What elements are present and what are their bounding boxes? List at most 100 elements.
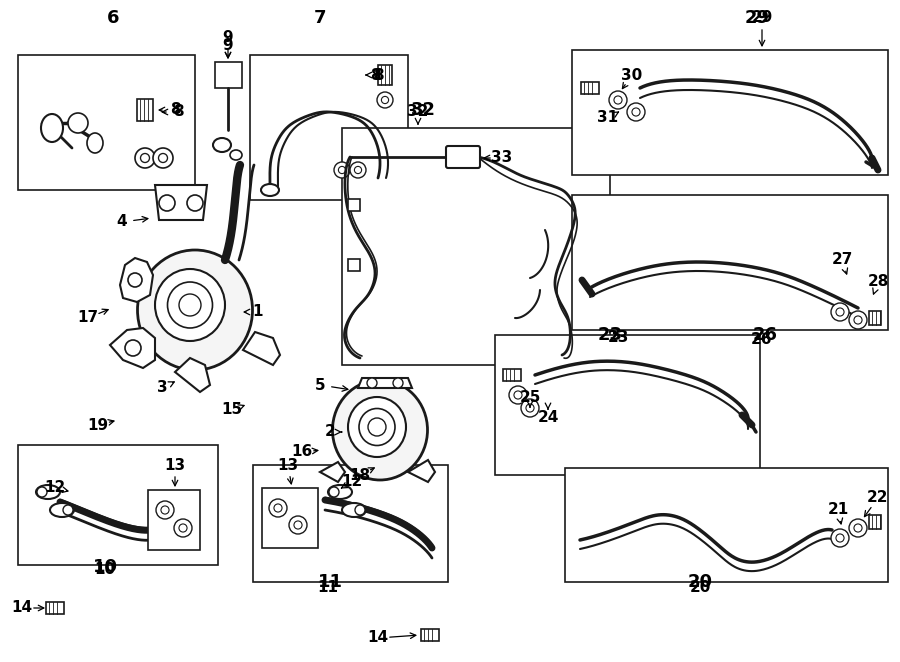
Bar (18, 445, 218, 565)
Circle shape (334, 162, 350, 178)
Bar (250, 55, 408, 200)
Text: 5: 5 (315, 377, 325, 393)
Circle shape (174, 519, 192, 537)
Text: 17: 17 (77, 310, 99, 326)
Text: 31: 31 (598, 111, 618, 126)
Text: 10: 10 (93, 558, 118, 576)
Text: 18: 18 (349, 467, 371, 483)
Bar (215, 62, 242, 88)
Circle shape (854, 524, 862, 532)
Circle shape (274, 504, 282, 512)
Ellipse shape (155, 269, 225, 341)
Circle shape (153, 148, 173, 168)
Text: 20: 20 (689, 581, 711, 596)
Circle shape (338, 166, 346, 173)
Circle shape (179, 524, 187, 532)
Bar (342, 128, 610, 365)
Ellipse shape (342, 503, 366, 517)
Circle shape (156, 501, 174, 519)
Bar (572, 195, 888, 330)
Text: 33: 33 (491, 150, 513, 166)
Polygon shape (243, 332, 280, 365)
Text: 11: 11 (318, 573, 343, 591)
Text: 4: 4 (117, 214, 127, 230)
Text: 1: 1 (253, 305, 263, 320)
Circle shape (854, 316, 862, 324)
Circle shape (128, 273, 142, 287)
Ellipse shape (359, 408, 395, 446)
Ellipse shape (87, 133, 103, 153)
Text: 29: 29 (744, 9, 770, 27)
Text: 28: 28 (868, 275, 888, 289)
Text: 9: 9 (222, 30, 233, 46)
Polygon shape (155, 185, 207, 220)
Text: 12: 12 (341, 475, 363, 489)
Circle shape (37, 487, 47, 497)
Text: 7: 7 (314, 9, 326, 27)
Text: 24: 24 (537, 410, 559, 426)
Circle shape (63, 505, 73, 515)
Text: 12: 12 (44, 481, 66, 495)
Bar (869, 515, 881, 529)
Text: 2: 2 (325, 424, 336, 440)
Text: 20: 20 (688, 573, 713, 591)
Ellipse shape (138, 250, 253, 370)
Polygon shape (110, 328, 155, 368)
Circle shape (632, 108, 640, 116)
Text: 26: 26 (752, 326, 778, 344)
Bar (421, 629, 439, 641)
Circle shape (614, 96, 622, 104)
Text: 11: 11 (318, 581, 338, 596)
Circle shape (849, 311, 867, 329)
Circle shape (609, 91, 627, 109)
Bar (503, 369, 521, 381)
Polygon shape (320, 462, 345, 482)
Circle shape (125, 340, 141, 356)
Text: 23: 23 (598, 326, 623, 344)
Polygon shape (358, 378, 412, 388)
Ellipse shape (332, 380, 428, 480)
Bar (18, 55, 195, 190)
Polygon shape (120, 258, 153, 302)
Ellipse shape (167, 282, 212, 328)
Ellipse shape (36, 485, 60, 499)
Circle shape (294, 521, 302, 529)
Ellipse shape (50, 503, 74, 517)
Ellipse shape (179, 294, 201, 316)
Text: 29: 29 (752, 11, 773, 26)
Circle shape (135, 148, 155, 168)
Text: 3: 3 (157, 381, 167, 395)
Circle shape (367, 378, 377, 388)
Circle shape (836, 308, 844, 316)
Text: 8: 8 (173, 105, 184, 120)
Text: 13: 13 (277, 457, 299, 473)
Circle shape (831, 303, 849, 321)
Circle shape (289, 516, 307, 534)
Ellipse shape (230, 150, 242, 160)
Text: 6: 6 (107, 9, 119, 27)
Polygon shape (175, 358, 210, 392)
Text: 8: 8 (170, 103, 180, 117)
Bar (572, 50, 888, 175)
Text: 14: 14 (367, 630, 389, 645)
Circle shape (350, 162, 366, 178)
Text: 25: 25 (519, 391, 541, 406)
Bar (46, 602, 64, 614)
Bar (869, 311, 881, 325)
Text: 14: 14 (12, 600, 32, 616)
Circle shape (355, 505, 365, 515)
Circle shape (627, 103, 645, 121)
Circle shape (514, 391, 522, 399)
Circle shape (159, 195, 175, 211)
Circle shape (831, 529, 849, 547)
Bar (348, 259, 360, 271)
Text: 22: 22 (868, 491, 889, 506)
Circle shape (382, 97, 389, 103)
Text: 23: 23 (608, 330, 629, 346)
FancyBboxPatch shape (446, 146, 480, 168)
Circle shape (158, 154, 167, 162)
Text: 10: 10 (94, 563, 115, 577)
Text: 19: 19 (87, 418, 109, 432)
Text: 21: 21 (827, 502, 849, 518)
Text: 26: 26 (752, 332, 773, 348)
